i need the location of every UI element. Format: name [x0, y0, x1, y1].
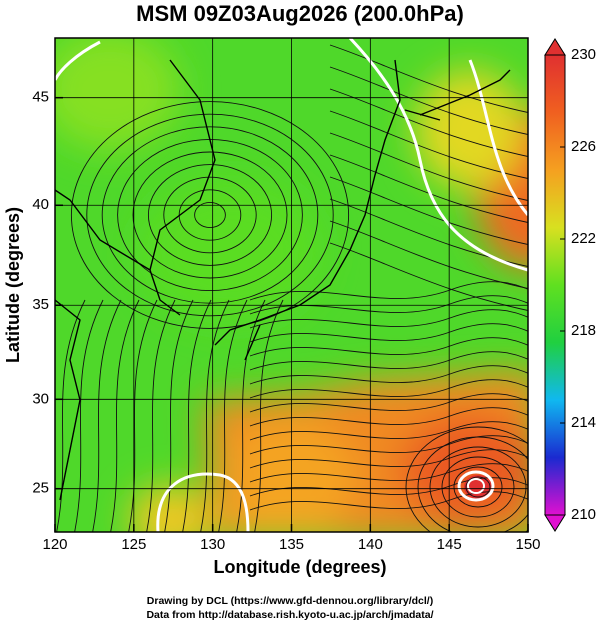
y-tick-label: 30: [32, 390, 49, 407]
streamline: [429, 446, 527, 528]
credit: Drawing by DCL (https://www.gfd-dennou.o…: [147, 595, 433, 607]
colorbar-tick-label: 230: [571, 46, 596, 63]
streamline: [200, 299, 230, 532]
field: [55, 38, 528, 532]
x-axis-label: Longitude (degrees): [213, 557, 386, 577]
streamline: [194, 201, 226, 229]
streamline: [92, 299, 122, 532]
streamline: [163, 176, 257, 254]
y-tick-label: 40: [32, 196, 49, 213]
streamline: [110, 299, 140, 532]
streamline: [249, 365, 528, 385]
streamline: [249, 421, 528, 441]
streamline: [329, 44, 528, 113]
streamline: [128, 299, 158, 532]
streamline: [249, 323, 528, 343]
streamline: [249, 435, 528, 455]
streamline: [254, 299, 284, 532]
streamline: [56, 299, 86, 532]
y-axis-label: Latitude (degrees): [3, 207, 23, 363]
colorbar-bottom: [544, 514, 566, 532]
axes: 120 125 130 135 140 145 150 25 30 35 40 45: [32, 38, 541, 553]
streamline: [249, 449, 528, 469]
y-tick-label: 35: [32, 296, 49, 313]
streamline: [329, 220, 528, 289]
x-tick-label: 150: [515, 536, 540, 553]
streamline: [70, 101, 350, 329]
streamline: [74, 299, 104, 532]
streamline: [132, 151, 288, 279]
streamline: [329, 176, 528, 245]
streamline: [249, 337, 528, 357]
streamline: [249, 393, 528, 413]
streamline: [182, 299, 212, 532]
streamline: [249, 477, 528, 497]
plot-frame: [54, 37, 529, 533]
colorbar: [544, 54, 566, 516]
colorbar-tick-label: 222: [571, 230, 596, 247]
streamline: [405, 426, 528, 532]
streamline: [465, 476, 491, 498]
streamline: [86, 113, 334, 317]
colorbar-tick-label: 226: [571, 138, 596, 155]
y-tick-label: 45: [32, 89, 49, 106]
x-tick-label: 145: [437, 536, 462, 553]
streamline: [453, 466, 503, 508]
streamline: [249, 463, 528, 483]
colorbar-tick-label: 210: [571, 506, 596, 523]
streamline: [441, 456, 515, 518]
credit: Data from http://database.rish.kyoto-u.a…: [146, 609, 433, 621]
streamline: [329, 66, 528, 135]
streamline: [329, 154, 528, 223]
streamline: [101, 126, 319, 304]
y-tick-label: 25: [32, 480, 49, 497]
streamline: [236, 299, 266, 532]
streamline: [329, 132, 528, 201]
colorbar-tick-label: 218: [571, 322, 596, 339]
streamline: [249, 379, 528, 399]
colorbar-top: [544, 38, 566, 56]
streamline: [146, 299, 176, 532]
x-tick-label: 140: [358, 536, 383, 553]
chart-title: MSM 09Z03Aug2026 (200.0hPa): [136, 1, 464, 26]
streamline: [164, 299, 194, 532]
streamline: [249, 351, 528, 371]
streamline: [147, 164, 273, 266]
x-tick-label: 120: [42, 536, 67, 553]
streamline: [329, 110, 528, 179]
colorbar-tick-label: 214: [571, 414, 596, 431]
x-tick-label: 135: [279, 536, 304, 553]
streamline: [249, 281, 528, 301]
x-tick-label: 125: [121, 536, 146, 553]
streamline: [249, 407, 528, 427]
streamline: [329, 88, 528, 157]
streamline: [218, 299, 248, 532]
streamline: [249, 491, 528, 511]
x-tick-label: 130: [200, 536, 225, 553]
streamline: [249, 309, 528, 329]
